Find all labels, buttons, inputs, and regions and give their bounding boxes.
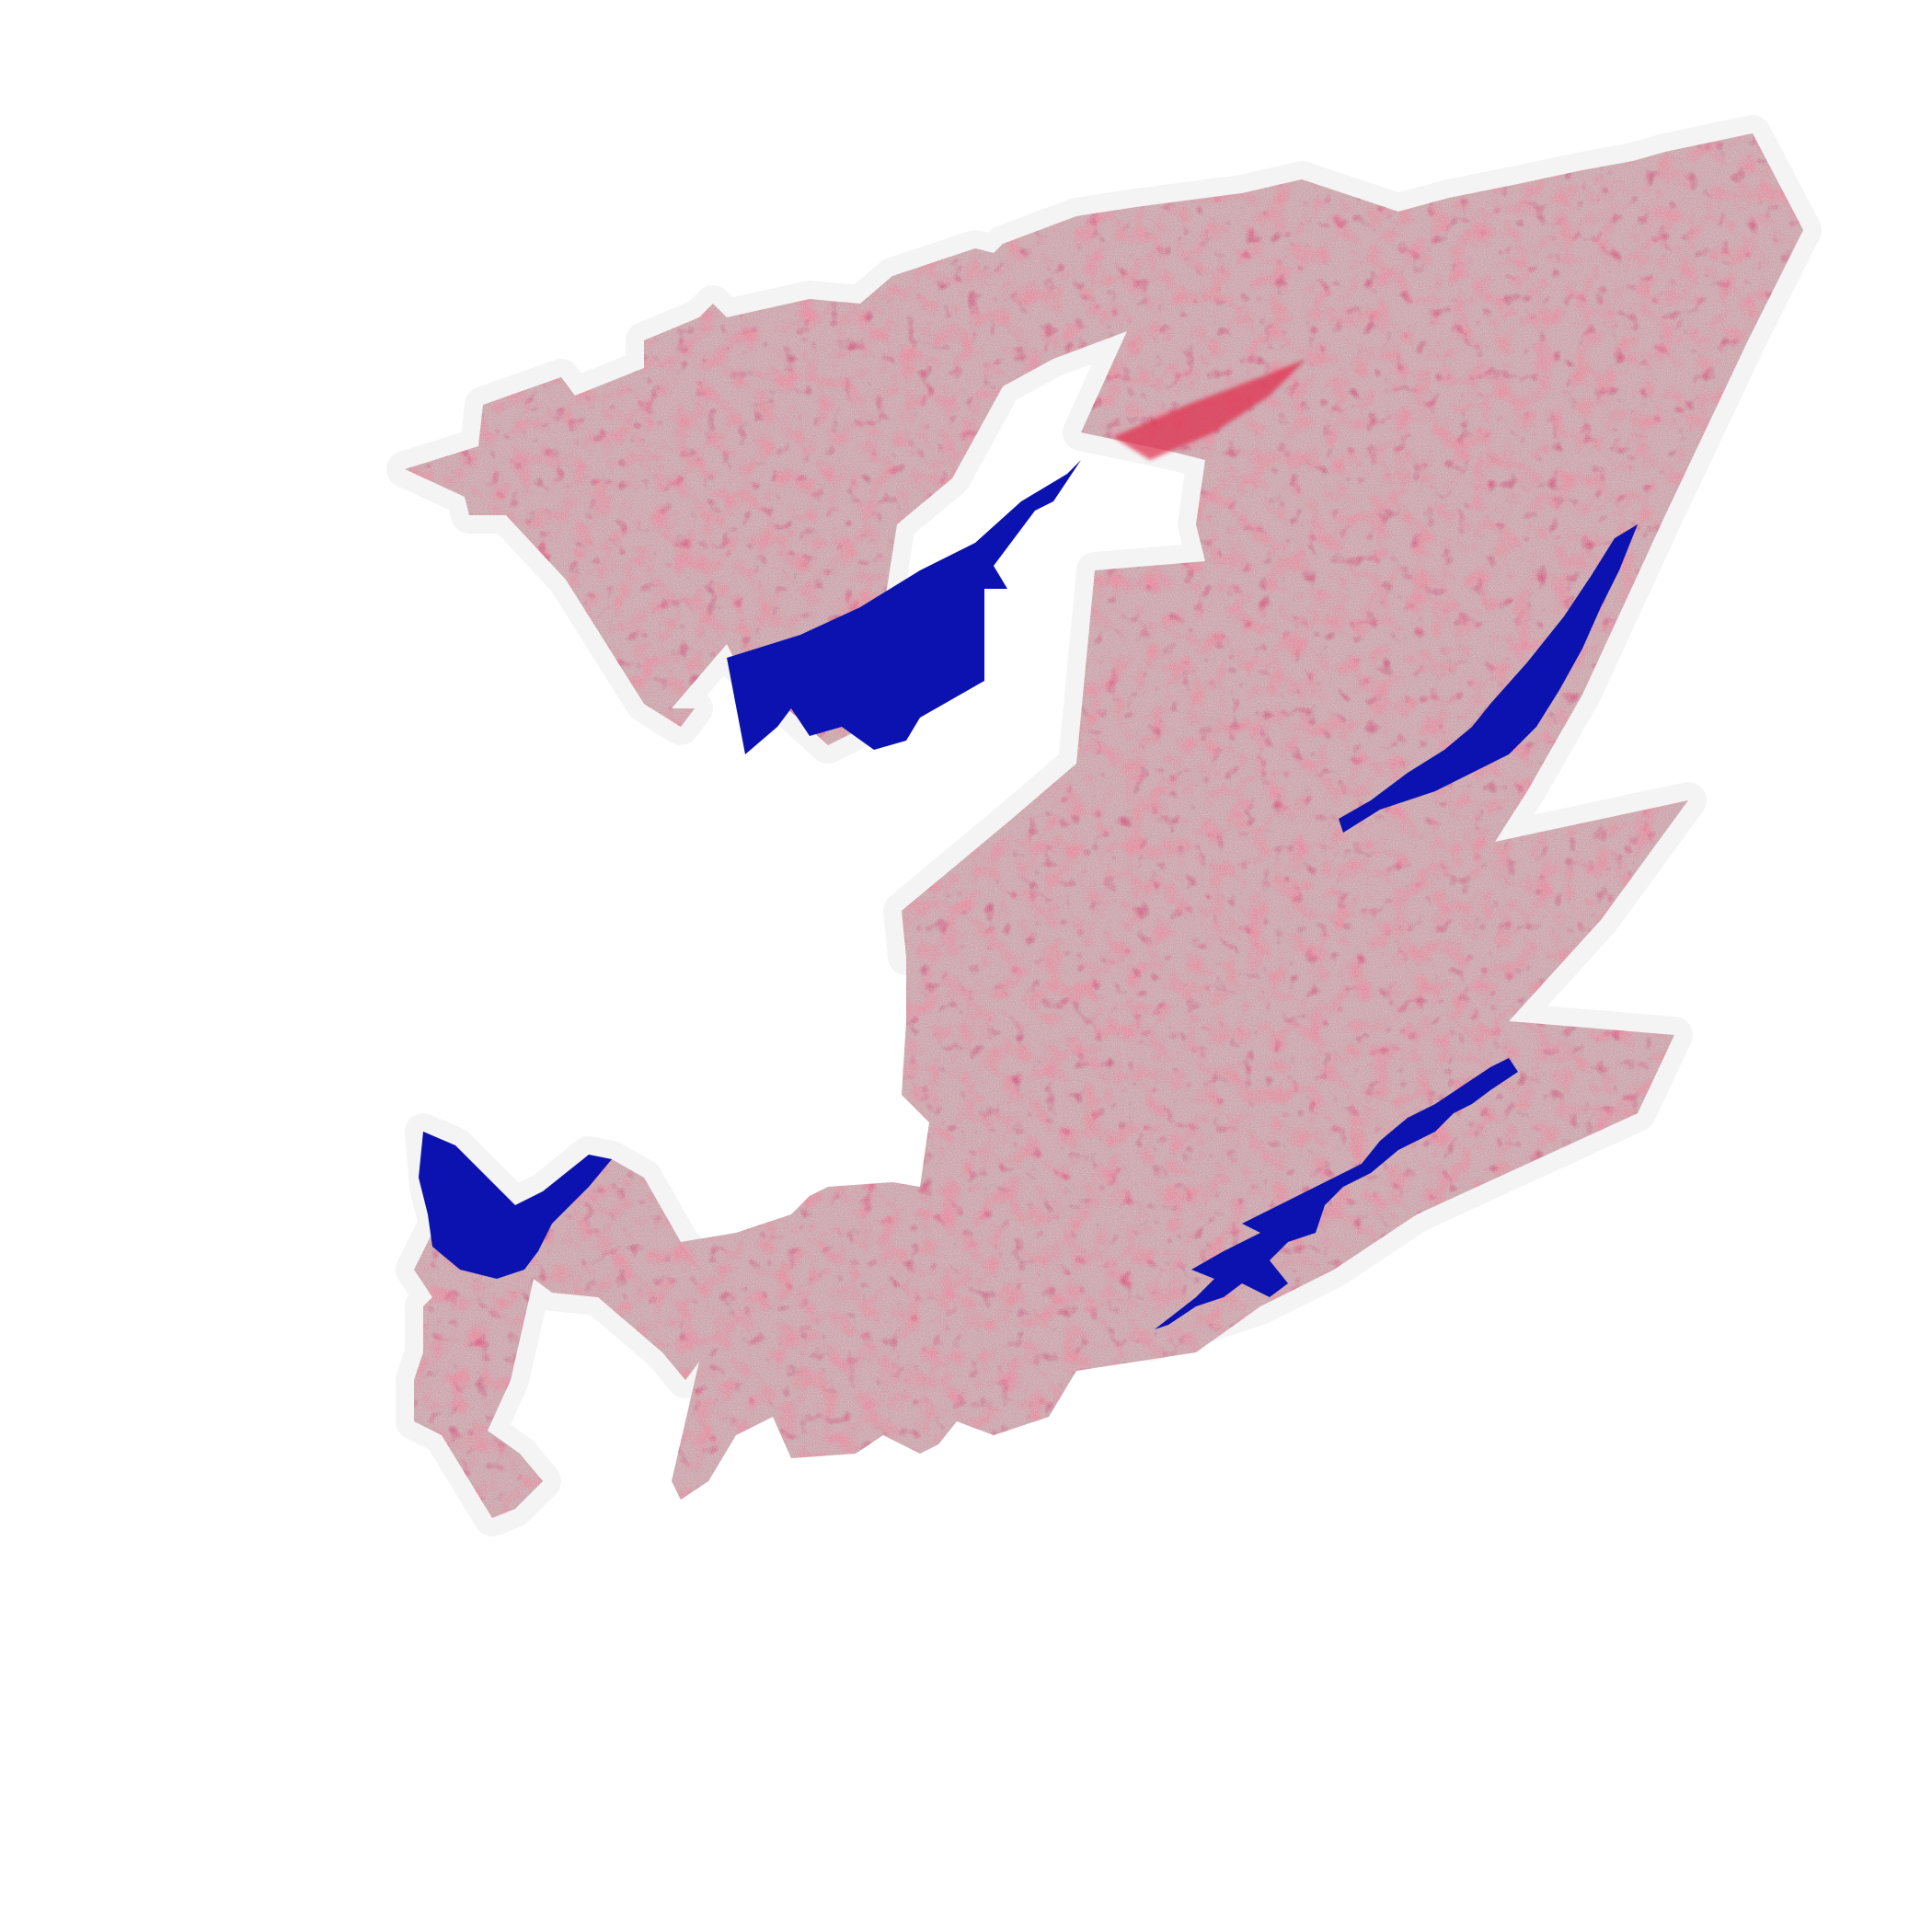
water-east [1339, 524, 1638, 833]
water-south-west [419, 1132, 612, 1279]
red-streak [1113, 359, 1306, 460]
water-south-east [1155, 1058, 1518, 1329]
water-north-west [727, 460, 1081, 754]
water-bodies [419, 460, 1638, 1329]
